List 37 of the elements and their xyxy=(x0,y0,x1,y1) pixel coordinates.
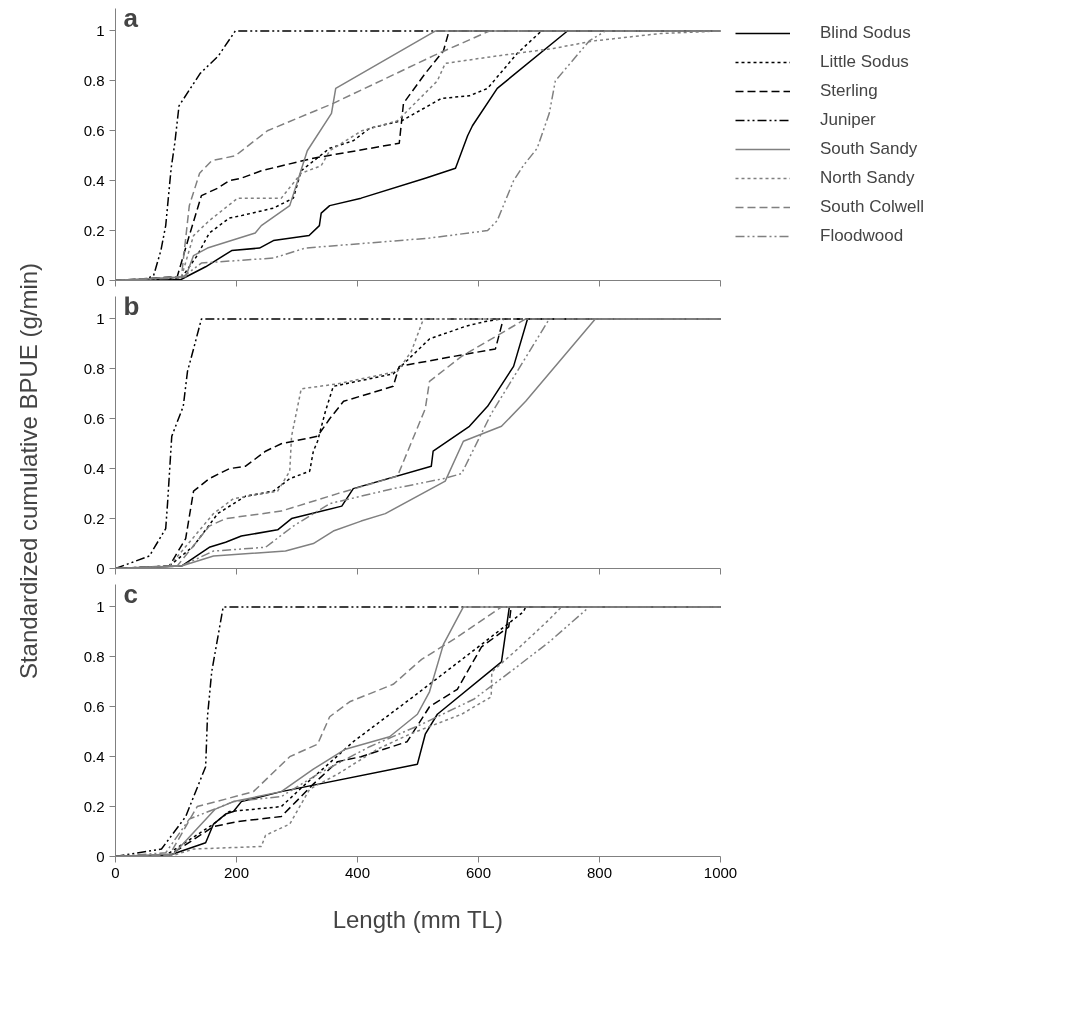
legend-label: Floodwood xyxy=(820,226,905,246)
chart-title: b xyxy=(123,290,140,321)
y-tick-label: 0 xyxy=(96,271,105,289)
y-tick-label: 0.6 xyxy=(83,121,105,139)
legend-label: Sterling xyxy=(820,81,879,101)
y-tick-label: 0 xyxy=(96,559,105,577)
x-tick-label: 200 xyxy=(223,863,250,881)
x-tick-label: 800 xyxy=(586,863,613,881)
y-tick-label: 1 xyxy=(96,597,105,615)
chart-title: c xyxy=(123,578,138,609)
x-tick-label: 600 xyxy=(465,863,492,881)
legend-label: South Colwell xyxy=(820,197,925,217)
y-tick-label: 0.2 xyxy=(83,797,105,815)
y-tick-label: 0.2 xyxy=(83,509,105,527)
legend-label: Little Sodus xyxy=(820,52,910,72)
x-axis-title: Length (mm TL) xyxy=(332,905,503,933)
legend-label: Blind Sodus xyxy=(820,23,912,43)
y-tick-label: 0.8 xyxy=(83,647,105,665)
legend-label: Juniper xyxy=(820,110,877,130)
y-tick-label: 0 xyxy=(96,847,105,865)
legend-label: South Sandy xyxy=(820,139,919,159)
y-tick-label: 0.4 xyxy=(83,747,105,765)
y-tick-label: 0.6 xyxy=(83,697,105,715)
y-tick-label: 1 xyxy=(96,21,105,39)
y-tick-label: 0.4 xyxy=(83,171,105,189)
x-tick-label: 400 xyxy=(344,863,371,881)
x-tick-label: 1000 xyxy=(703,863,738,881)
y-tick-label: 1 xyxy=(96,309,105,327)
y-tick-label: 0.2 xyxy=(83,221,105,239)
y-tick-label: 0.4 xyxy=(83,459,105,477)
chart-title: a xyxy=(123,2,139,33)
y-axis-title: Standardized cumulative BPUE (g/min) xyxy=(15,262,42,680)
y-tick-label: 0.8 xyxy=(83,71,105,89)
y-tick-label: 0.6 xyxy=(83,409,105,427)
y-tick-label: 0.8 xyxy=(83,359,105,377)
legend-label: North Sandy xyxy=(820,168,916,188)
x-tick-label: 0 xyxy=(111,863,120,881)
